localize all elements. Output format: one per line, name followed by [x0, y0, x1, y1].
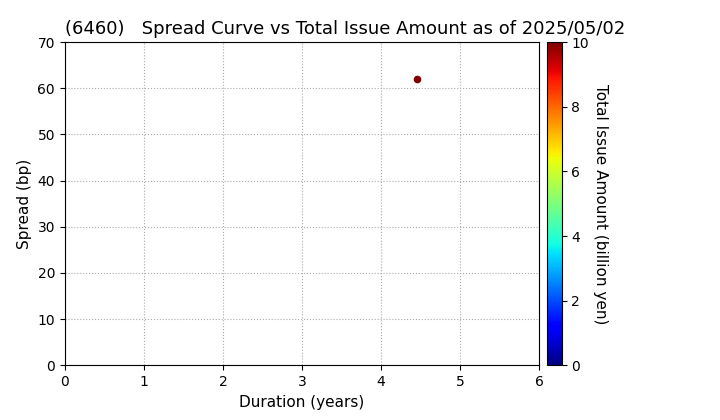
X-axis label: Duration (years): Duration (years) — [240, 395, 365, 409]
Y-axis label: Spread (bp): Spread (bp) — [17, 159, 32, 249]
Y-axis label: Total Issue Amount (billion yen): Total Issue Amount (billion yen) — [593, 84, 608, 324]
Point — [411, 76, 423, 82]
Text: (6460)   Spread Curve vs Total Issue Amount as of 2025/05/02: (6460) Spread Curve vs Total Issue Amoun… — [65, 20, 625, 38]
